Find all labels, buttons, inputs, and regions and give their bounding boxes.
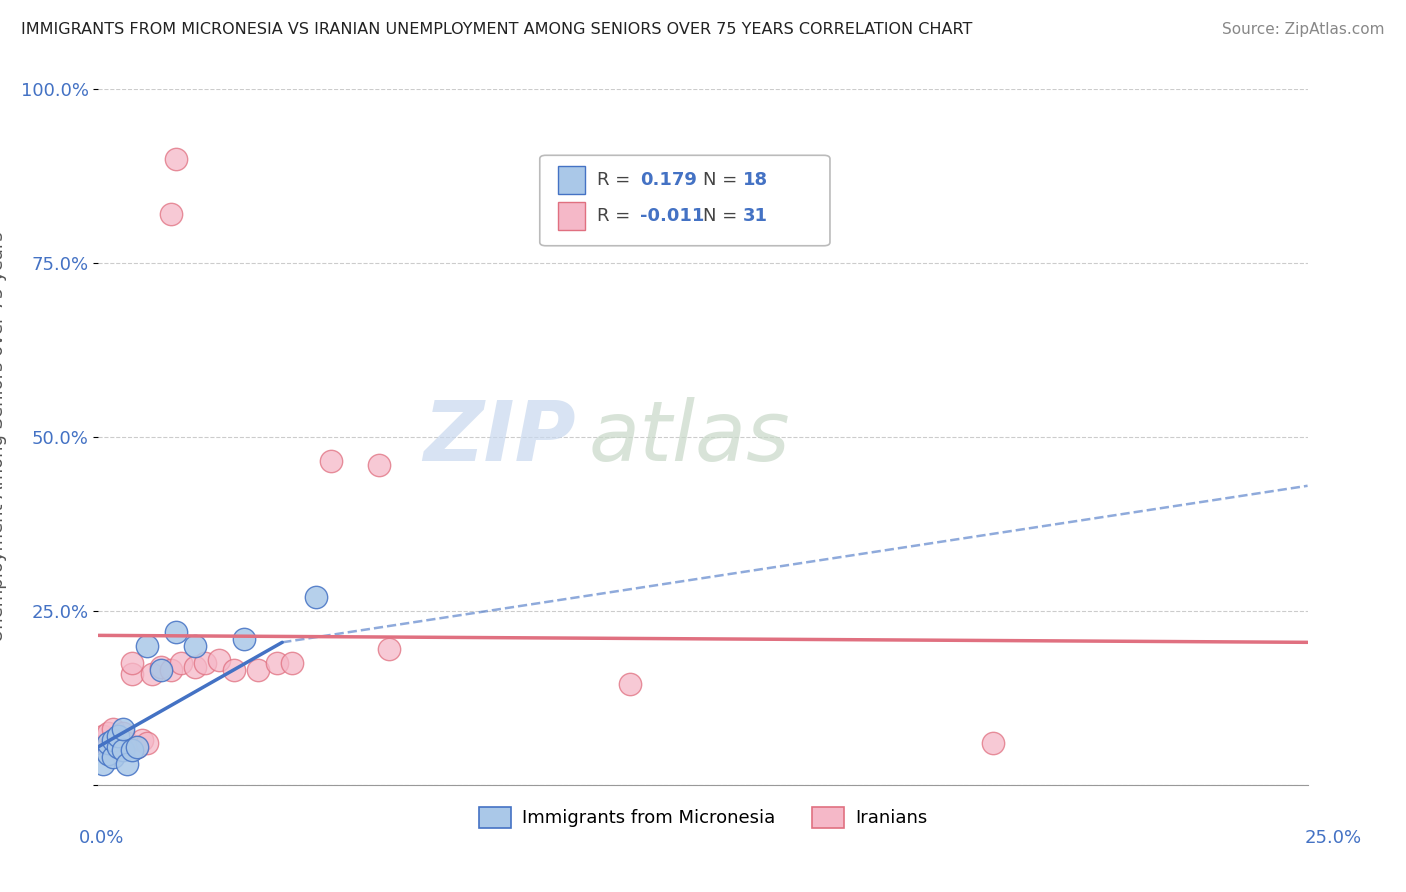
Point bbox=[111, 739, 134, 754]
Text: Source: ZipAtlas.com: Source: ZipAtlas.com bbox=[1222, 22, 1385, 37]
Point bbox=[101, 750, 124, 764]
Point bbox=[184, 659, 207, 673]
Point bbox=[97, 736, 120, 750]
Point bbox=[121, 666, 143, 681]
Point bbox=[319, 454, 342, 468]
Point bbox=[107, 729, 129, 743]
Point bbox=[91, 757, 114, 772]
Point bbox=[117, 736, 139, 750]
Point bbox=[97, 739, 120, 754]
Point bbox=[121, 657, 143, 671]
Point bbox=[111, 743, 134, 757]
Point bbox=[368, 458, 391, 472]
Text: 0.179: 0.179 bbox=[640, 170, 697, 188]
Text: ZIP: ZIP bbox=[423, 397, 576, 477]
Point bbox=[165, 624, 187, 639]
Point bbox=[135, 736, 157, 750]
Point bbox=[266, 657, 288, 671]
Text: 0.0%: 0.0% bbox=[79, 829, 124, 847]
Point bbox=[981, 736, 1004, 750]
Text: atlas: atlas bbox=[588, 397, 790, 477]
Point bbox=[141, 666, 163, 681]
Point bbox=[619, 677, 641, 691]
Point bbox=[150, 663, 173, 677]
Text: 31: 31 bbox=[742, 207, 768, 225]
Point bbox=[194, 657, 217, 671]
Point bbox=[107, 743, 129, 757]
FancyBboxPatch shape bbox=[558, 166, 585, 194]
Point bbox=[232, 632, 254, 646]
Point bbox=[127, 739, 149, 754]
Point bbox=[184, 639, 207, 653]
Point bbox=[160, 663, 183, 677]
Point bbox=[135, 639, 157, 653]
Point bbox=[111, 726, 134, 740]
Point bbox=[169, 657, 191, 671]
Point bbox=[101, 723, 124, 737]
Text: 18: 18 bbox=[742, 170, 768, 188]
FancyBboxPatch shape bbox=[540, 155, 830, 245]
Text: IMMIGRANTS FROM MICRONESIA VS IRANIAN UNEMPLOYMENT AMONG SENIORS OVER 75 YEARS C: IMMIGRANTS FROM MICRONESIA VS IRANIAN UN… bbox=[21, 22, 973, 37]
Point bbox=[208, 653, 231, 667]
Point bbox=[91, 729, 114, 743]
Legend: Immigrants from Micronesia, Iranians: Immigrants from Micronesia, Iranians bbox=[471, 800, 935, 835]
Point bbox=[150, 659, 173, 673]
Text: N =: N = bbox=[703, 207, 742, 225]
Point bbox=[121, 743, 143, 757]
Text: -0.011: -0.011 bbox=[640, 207, 704, 225]
Point bbox=[160, 207, 183, 221]
Point bbox=[107, 739, 129, 754]
Text: 25.0%: 25.0% bbox=[1305, 829, 1361, 847]
Point bbox=[305, 590, 328, 604]
Text: R =: R = bbox=[596, 207, 636, 225]
FancyBboxPatch shape bbox=[558, 202, 585, 230]
Point bbox=[131, 732, 153, 747]
Text: R =: R = bbox=[596, 170, 636, 188]
Point bbox=[101, 732, 124, 747]
Point bbox=[91, 743, 114, 757]
Point bbox=[97, 747, 120, 761]
Point bbox=[222, 663, 245, 677]
Point bbox=[165, 152, 187, 166]
Point bbox=[281, 657, 304, 671]
Point bbox=[127, 739, 149, 754]
Point bbox=[107, 732, 129, 747]
Y-axis label: Unemployment Among Seniors over 75 years: Unemployment Among Seniors over 75 years bbox=[0, 232, 7, 642]
Point bbox=[117, 757, 139, 772]
Point bbox=[247, 663, 270, 677]
Point bbox=[97, 726, 120, 740]
Point bbox=[111, 723, 134, 737]
Point bbox=[101, 736, 124, 750]
Text: N =: N = bbox=[703, 170, 742, 188]
Point bbox=[377, 642, 399, 657]
